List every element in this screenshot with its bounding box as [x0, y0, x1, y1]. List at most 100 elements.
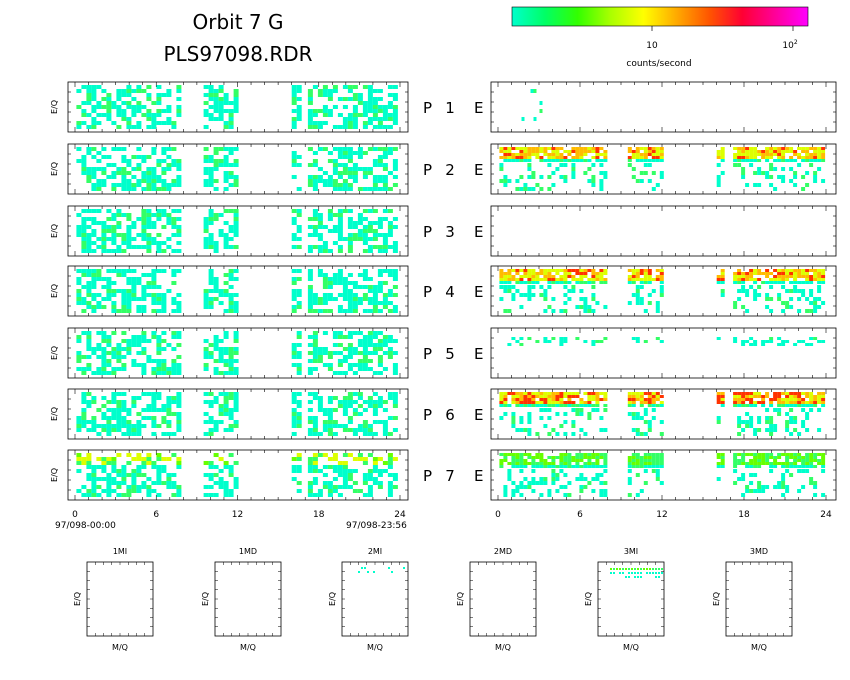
heatmap-cell [176, 301, 182, 305]
mq-cell [655, 572, 657, 574]
heatmap-cell [291, 269, 297, 273]
heatmap-cell [757, 395, 762, 398]
heatmap-cell [753, 281, 758, 284]
heatmap-cell [797, 459, 802, 462]
heatmap-cell [136, 125, 142, 129]
heatmap-cell [76, 335, 82, 339]
heatmap-cell [523, 293, 528, 297]
heatmap-cell [296, 404, 302, 408]
heatmap-cell [655, 477, 660, 481]
heatmap-cell [809, 278, 814, 281]
heatmap-cell [765, 272, 770, 275]
heatmap-cell [639, 278, 644, 281]
heatmap-cell [146, 249, 152, 253]
heatmap-cell [519, 459, 524, 462]
heatmap-cell [126, 420, 132, 424]
header: Orbit 7 G PLS97098.RDR [163, 10, 312, 66]
heatmap-cell [111, 241, 117, 245]
heatmap-cell [515, 485, 520, 489]
heatmap-cell [203, 147, 209, 151]
heatmap-cell [176, 493, 182, 497]
heatmap-cell [535, 462, 540, 465]
heatmap-cell [296, 85, 302, 89]
heatmap-cell [86, 281, 92, 285]
heatmap-cell [749, 150, 754, 153]
heatmap-cell [777, 392, 782, 395]
heatmap-cell [571, 420, 576, 424]
heatmap-cell [352, 481, 358, 485]
heatmap-cell [372, 221, 378, 225]
heatmap-cell [86, 367, 92, 371]
heatmap-cell [392, 309, 398, 313]
heatmap-cell [559, 401, 564, 404]
heatmap-cell [332, 371, 338, 375]
heatmap-cell [387, 339, 393, 343]
heatmap-cell [372, 412, 378, 416]
mq-cell [637, 576, 639, 578]
heatmap-cell [171, 163, 177, 167]
heatmap-cell [377, 159, 383, 163]
heatmap-cell [106, 493, 112, 497]
heatmap-cell [76, 420, 82, 424]
heatmap-cell [745, 183, 750, 187]
heatmap-cell [511, 456, 516, 459]
heatmap-cell [377, 309, 383, 313]
heatmap-cell [208, 217, 214, 221]
heatmap-cell [352, 408, 358, 412]
heatmap-cell [805, 412, 810, 416]
heatmap-cell [575, 404, 580, 407]
heatmap-cell [86, 355, 92, 359]
heatmap-cell [527, 456, 532, 459]
heatmap-cell [555, 456, 560, 459]
heatmap-cell [176, 335, 182, 339]
heatmap-cell [499, 416, 504, 420]
heatmap-cell [106, 269, 112, 273]
heatmap-cell [223, 412, 229, 416]
heatmap-cell [720, 456, 725, 459]
heatmap-cell [571, 150, 576, 153]
heatmap-cell [111, 465, 117, 469]
heatmap-cell [773, 187, 778, 191]
heatmap-cell [347, 97, 353, 101]
heatmap-cell [332, 489, 338, 493]
heatmap-cell [643, 392, 648, 395]
heatmap-cell [96, 237, 102, 241]
heatmap-cell [627, 156, 632, 159]
heatmap-cell [563, 432, 568, 436]
heatmap-cell [793, 175, 798, 179]
heatmap-cell [347, 335, 353, 339]
heatmap-cell [753, 401, 758, 404]
heatmap-cell [121, 273, 127, 277]
heatmap-cell [347, 125, 353, 129]
heatmap-cell [161, 465, 167, 469]
heatmap-cell [101, 171, 107, 175]
heatmap-cell [136, 457, 142, 461]
heatmap-cell [161, 309, 167, 313]
heatmap-cell [785, 462, 790, 465]
heatmap-cell [575, 269, 580, 272]
heatmap-cell [377, 485, 383, 489]
heatmap-cell [116, 147, 122, 151]
heatmap-cell [503, 156, 508, 159]
heatmap-cell [382, 241, 388, 245]
heatmap-cell [387, 416, 393, 420]
heatmap-cell [531, 401, 536, 404]
heatmap-cell [171, 335, 177, 339]
heatmap-cell [757, 285, 762, 289]
heatmap-cell [121, 367, 127, 371]
heatmap-cell [307, 343, 313, 347]
heatmap-cell [91, 477, 97, 481]
time-tick-label-left: 0 [72, 510, 78, 520]
heatmap-cell [342, 167, 348, 171]
heatmap-cell [647, 281, 652, 284]
heatmap-cell [733, 401, 738, 404]
heatmap-cell [233, 477, 239, 481]
heatmap-cell [126, 489, 132, 493]
heatmap-cell [116, 89, 122, 93]
heatmap-cell [539, 269, 544, 272]
heatmap-cell [571, 459, 576, 462]
heatmap-cell [535, 401, 540, 404]
heatmap-cell [312, 229, 318, 233]
heatmap-cell [551, 337, 556, 340]
heatmap-cell [131, 125, 137, 129]
